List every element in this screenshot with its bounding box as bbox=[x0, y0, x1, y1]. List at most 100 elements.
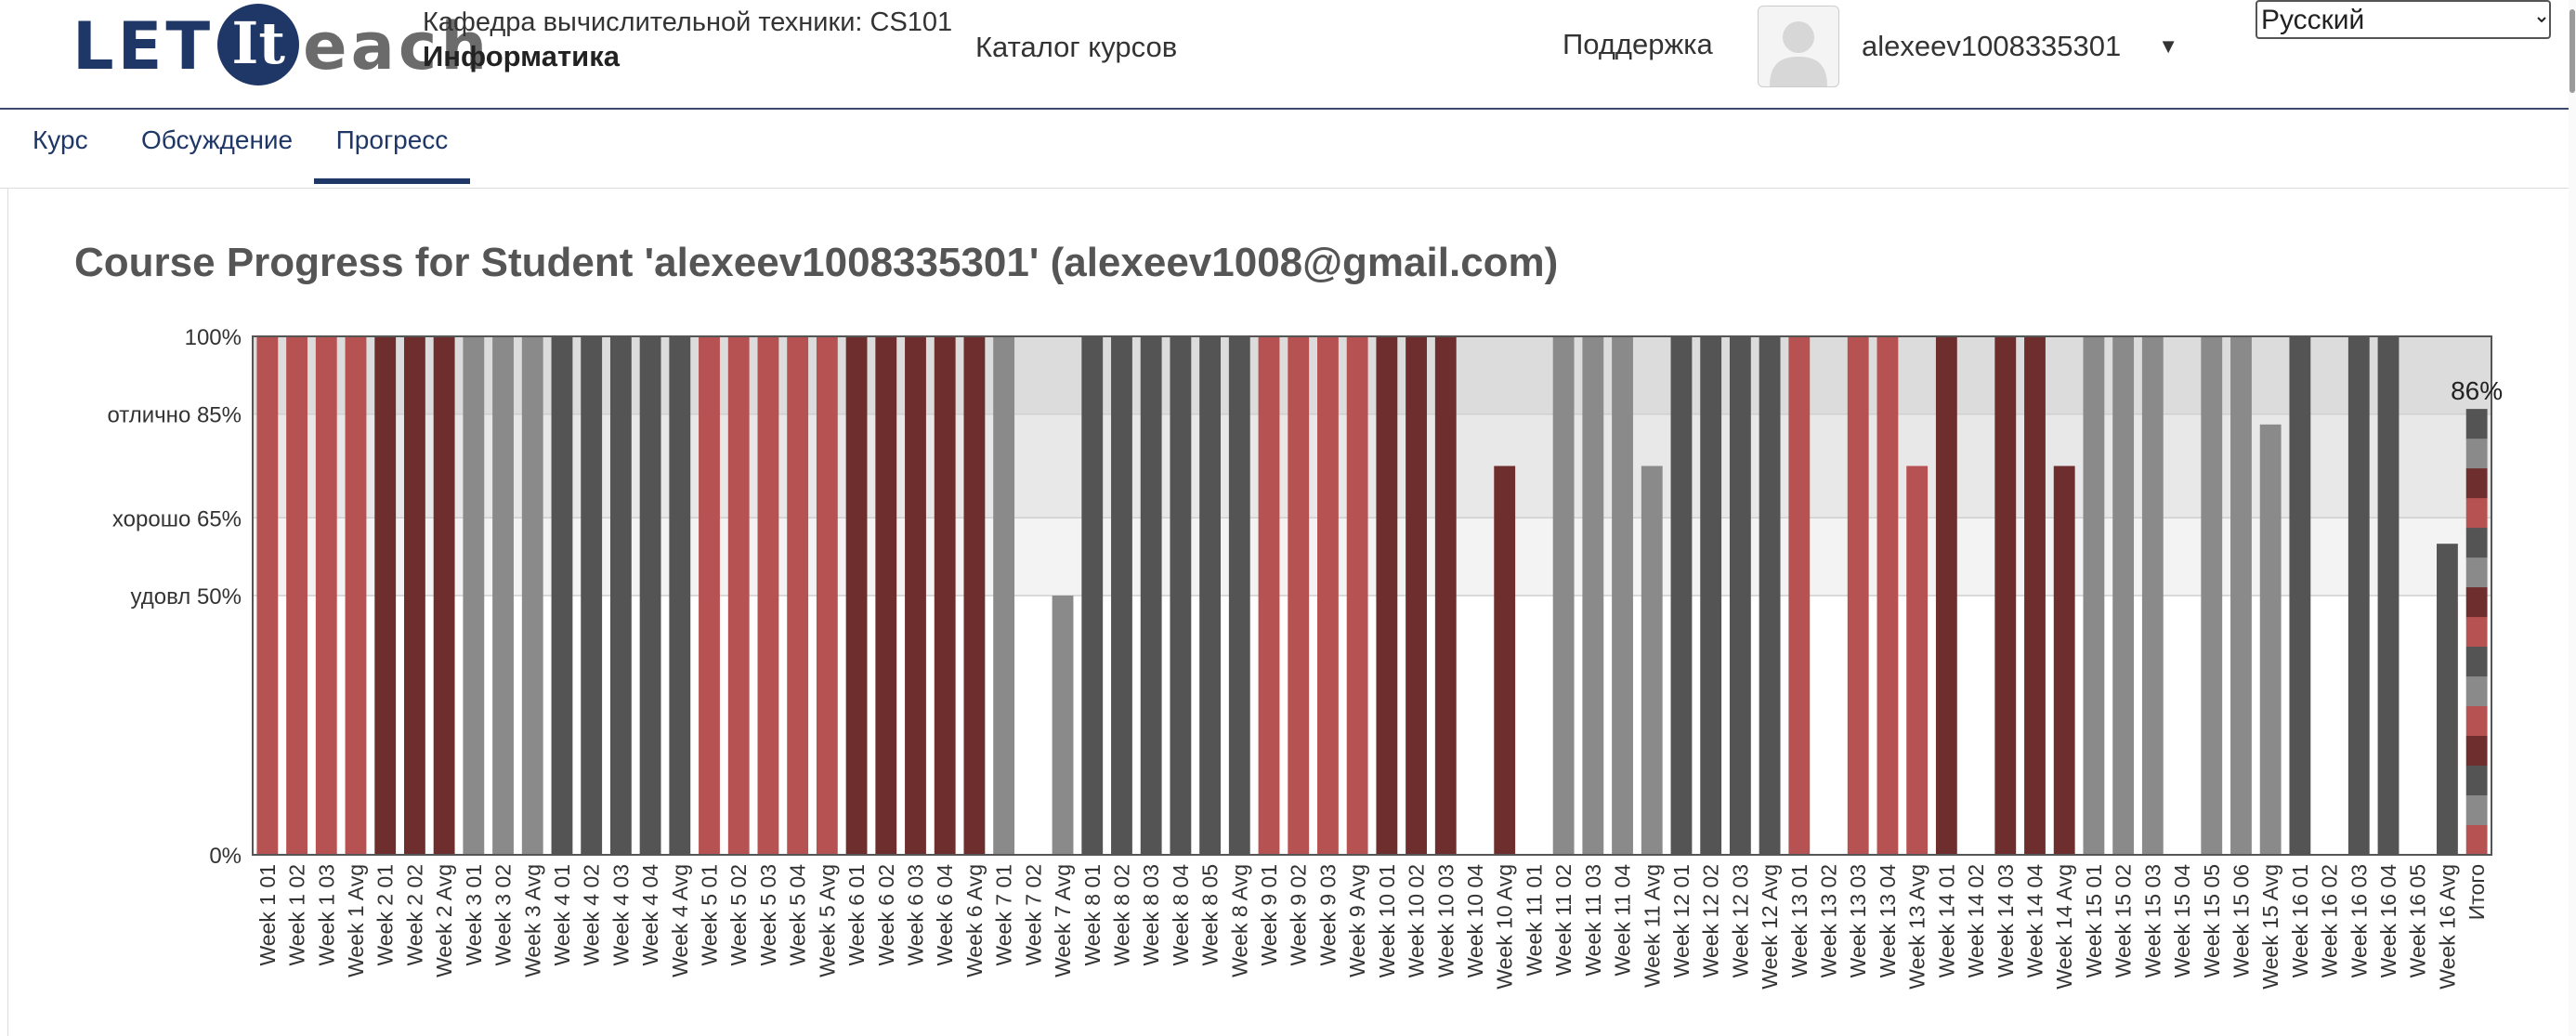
score-bar bbox=[1582, 336, 1604, 855]
score-bar bbox=[1612, 336, 1633, 855]
x-tick-label: Week 9 01 bbox=[1257, 864, 1281, 966]
y-tick-label: отлично 85% bbox=[107, 403, 242, 428]
x-tick-label: Week 7 02 bbox=[1021, 864, 1045, 966]
tab-progress[interactable]: Прогресс bbox=[314, 110, 470, 184]
score-bar bbox=[1994, 336, 2017, 855]
x-tick-label: Week 16 03 bbox=[2347, 864, 2371, 977]
catalog-link[interactable]: Каталог курсов bbox=[975, 31, 1178, 63]
course-tabs: Курс Обсуждение Прогресс bbox=[0, 110, 2576, 189]
total-bar-segment bbox=[2465, 528, 2488, 558]
scrollbar-thumb[interactable] bbox=[2569, 9, 2575, 93]
score-bar bbox=[256, 336, 279, 855]
site-logo[interactable]: LET It each bbox=[72, 4, 490, 89]
score-bar bbox=[816, 336, 838, 855]
score-bar bbox=[403, 336, 425, 855]
score-bar bbox=[1052, 596, 1074, 855]
content-divider bbox=[7, 188, 8, 1036]
y-tick-label: хорошо 65% bbox=[112, 506, 242, 531]
score-bar bbox=[669, 336, 691, 855]
x-tick-label: Week 13 04 bbox=[1876, 864, 1900, 978]
x-tick-label: Week 15 Avg bbox=[2258, 864, 2282, 990]
y-axis-labels: 100% отлично 85% хорошо 65% удовл 50% 0% bbox=[107, 325, 242, 869]
score-bar bbox=[639, 336, 661, 855]
score-bar bbox=[1552, 336, 1575, 855]
x-tick-label: Week 15 02 bbox=[2112, 864, 2136, 977]
x-tick-label: Week 1 01 bbox=[255, 864, 280, 966]
x-tick-label: Week 11 02 bbox=[1551, 864, 1576, 977]
x-tick-label: Week 14 02 bbox=[1964, 864, 1988, 977]
x-tick-label: Week 14 03 bbox=[1994, 864, 2018, 977]
x-tick-label: Week 9 03 bbox=[1315, 864, 1340, 966]
score-bar bbox=[433, 336, 455, 855]
score-bar bbox=[1700, 336, 1722, 855]
x-tick-label: Week 8 05 bbox=[1198, 864, 1223, 966]
x-tick-label: Week 13 Avg bbox=[1905, 864, 1929, 990]
logo-text-each: each bbox=[303, 8, 491, 85]
x-tick-label: Week 11 03 bbox=[1581, 864, 1605, 977]
x-tick-label: Week 12 01 bbox=[1669, 864, 1693, 977]
page-scrollbar[interactable] bbox=[2569, 0, 2576, 1036]
x-tick-label: Week 5 03 bbox=[756, 864, 780, 966]
total-bar-segment bbox=[2465, 409, 2488, 439]
score-bar bbox=[286, 336, 307, 855]
score-bar bbox=[1847, 336, 1869, 855]
score-bar bbox=[315, 336, 337, 855]
x-tick-label: Week 13 02 bbox=[1817, 864, 1841, 977]
total-bar-segment bbox=[2465, 736, 2488, 767]
x-tick-label: Week 4 Avg bbox=[668, 864, 692, 977]
score-bar bbox=[1170, 336, 1192, 855]
score-bar bbox=[727, 336, 750, 855]
language-select[interactable]: Русский bbox=[2256, 0, 2551, 39]
page-title: Course Progress for Student 'alexeev1008… bbox=[74, 240, 1559, 285]
x-tick-label: Week 15 05 bbox=[2200, 864, 2224, 977]
score-bar bbox=[551, 336, 573, 855]
x-tick-label: Week 5 02 bbox=[726, 864, 751, 966]
x-tick-label: Week 12 02 bbox=[1699, 864, 1723, 977]
score-bar bbox=[2024, 336, 2046, 855]
support-link[interactable]: Поддержка bbox=[1563, 28, 1713, 60]
x-tick-label: Week 16 01 bbox=[2288, 864, 2312, 977]
chevron-down-icon[interactable]: ▼ bbox=[2158, 34, 2179, 58]
score-bar bbox=[581, 336, 603, 855]
score-bar bbox=[2347, 336, 2370, 855]
score-bar bbox=[845, 336, 868, 855]
logo-circle-it: It bbox=[217, 4, 300, 85]
user-menu[interactable]: alexeev1008335301 ▼ bbox=[1758, 6, 2178, 87]
x-tick-label: Week 4 02 bbox=[580, 864, 604, 966]
tab-course[interactable]: Курс bbox=[33, 125, 88, 154]
score-bar bbox=[1876, 336, 1899, 855]
x-tick-label: Week 10 03 bbox=[1433, 864, 1458, 977]
y-tick-label: 0% bbox=[209, 844, 242, 869]
score-bar bbox=[2289, 336, 2311, 855]
x-tick-label: Week 3 01 bbox=[462, 864, 486, 966]
course-department: Кафедра вычислительной техники: CS101 bbox=[423, 7, 953, 37]
tab-discussion[interactable]: Обсуждение bbox=[141, 125, 294, 154]
total-bar-segment bbox=[2465, 587, 2488, 618]
course-name: Информатика bbox=[423, 40, 620, 72]
score-bar bbox=[963, 336, 986, 855]
x-tick-label: Week 5 04 bbox=[786, 864, 810, 966]
x-tick-label: Week 16 Avg bbox=[2435, 864, 2459, 990]
score-bar bbox=[1729, 336, 1751, 855]
score-bar bbox=[905, 336, 926, 855]
x-tick-label: Week 5 01 bbox=[698, 864, 722, 966]
x-tick-label: Week 11 Avg bbox=[1640, 864, 1664, 988]
score-bar bbox=[1494, 466, 1516, 855]
score-bar bbox=[1641, 466, 1663, 855]
avatar[interactable] bbox=[1758, 6, 1839, 87]
score-bar bbox=[2437, 544, 2458, 855]
y-tick-label: удовл 50% bbox=[131, 584, 242, 610]
x-tick-label: Week 6 Avg bbox=[962, 864, 987, 977]
score-bar bbox=[2259, 424, 2282, 855]
score-bar bbox=[699, 336, 720, 855]
score-bar bbox=[1346, 336, 1368, 855]
x-tick-label: Week 13 03 bbox=[1846, 864, 1870, 977]
logo-text-let: LET bbox=[72, 8, 215, 85]
score-bar bbox=[1406, 336, 1427, 855]
score-bar bbox=[463, 336, 485, 855]
x-tick-label: Week 10 Avg bbox=[1493, 864, 1517, 990]
score-bar bbox=[934, 336, 956, 855]
x-tick-label: Week 4 03 bbox=[608, 864, 633, 966]
x-tick-label: Week 13 01 bbox=[1787, 864, 1811, 977]
x-tick-label: Week 15 06 bbox=[2229, 864, 2253, 977]
